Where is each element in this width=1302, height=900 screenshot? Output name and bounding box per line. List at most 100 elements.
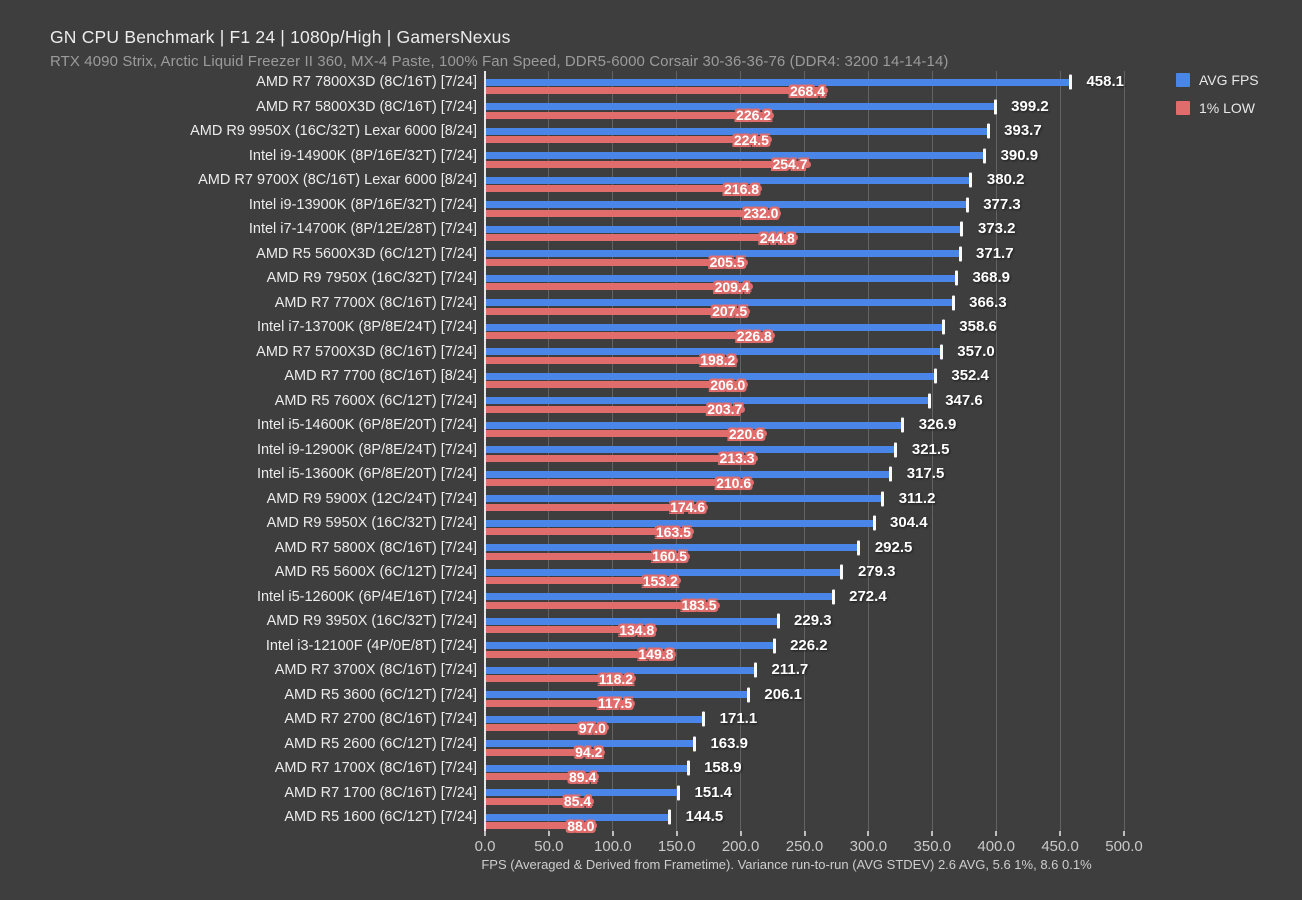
one-percent-low-value: 134.8 xyxy=(619,621,655,638)
bar-row: Intel i7-14700K (8P/12E/28T) [7/24] 373.2… xyxy=(249,218,1124,246)
one-percent-low-bar: 206.0 xyxy=(485,377,749,393)
avg-fps-bar xyxy=(485,246,962,262)
legend-item-avg-fps: AVG FPS xyxy=(1176,72,1259,88)
bar-row: AMD R7 9700X (8C/16T) Lexar 6000 [8/24] 3… xyxy=(198,169,1124,197)
avg-fps-value: 279.3 xyxy=(857,563,896,581)
stdev-whisker xyxy=(702,711,706,727)
stdev-whisker xyxy=(954,270,958,286)
avg-fps-value: 272.4 xyxy=(849,587,887,605)
one-percent-low-value: 254.7 xyxy=(772,156,808,173)
one-percent-low-value: 160.5 xyxy=(652,548,688,565)
cpu-label: AMD R9 3950X (16C/32T) [7/24] xyxy=(266,613,477,630)
cpu-label: AMD R7 7800X3D (8C/16T) [7/24] xyxy=(256,74,477,90)
avg-fps-value: 229.3 xyxy=(794,612,832,630)
stdev-whisker xyxy=(881,491,885,507)
bar-row: AMD R5 5600X3D (6C/12T) [7/24] 371.7 205.5 xyxy=(256,243,1124,271)
avg-fps-value: 158.9 xyxy=(704,759,742,777)
one-percent-low-bar: 89.4 xyxy=(485,769,600,785)
one-percent-low-value: 226.8 xyxy=(736,327,772,344)
gridline xyxy=(1123,71,1125,831)
one-percent-low-bar: 220.6 xyxy=(485,426,767,442)
bar-row: Intel i9-13900K (8P/16E/32T) [7/24] 377.3… xyxy=(249,194,1124,221)
one-percent-low-value: 216.8 xyxy=(724,180,760,197)
one-percent-low-value: 268.4 xyxy=(789,82,825,99)
avg-fps-value: 226.2 xyxy=(790,636,828,654)
stdev-whisker xyxy=(872,515,876,531)
bar-row: Intel i5-12600K (6P/4E/16T) [7/24] 272.4 1… xyxy=(257,586,1124,613)
one-percent-low-value: 198.2 xyxy=(700,352,736,369)
one-percent-low-value: 226.2 xyxy=(736,107,772,124)
one-percent-low-value: 174.6 xyxy=(670,499,706,516)
axis-tick-label: 0.0 xyxy=(474,838,496,855)
one-percent-low-bar: 209.4 xyxy=(485,279,753,295)
stdev-whisker xyxy=(933,368,937,384)
one-percent-low-bar: 210.6 xyxy=(485,475,755,491)
avg-fps-value: 393.7 xyxy=(1004,122,1042,140)
one-percent-low-value: 163.5 xyxy=(655,523,691,540)
avg-fps-bar xyxy=(485,99,997,115)
one-percent-low-bar: 203.7 xyxy=(485,401,746,417)
cpu-label: Intel i5-14600K (6P/8E/20T) [7/24] xyxy=(256,417,477,434)
bar-row: AMD R7 5700X3D (8C/16T) [7/24] 357.0 198.2 xyxy=(256,341,1124,368)
axis-tick-mark xyxy=(739,831,742,836)
one-percent-low-bar: 268.4 xyxy=(485,83,828,99)
stdev-whisker xyxy=(960,221,964,237)
cpu-label: AMD R7 1700 (8C/16T) [7/24] xyxy=(284,784,477,801)
avg-fps-bar xyxy=(485,613,780,629)
avg-fps-bar xyxy=(485,417,905,433)
stdev-whisker xyxy=(746,687,750,703)
avg-fps-bar xyxy=(485,662,758,678)
cpu-label: Intel i9-13900K (8P/16E/32T) [7/24] xyxy=(248,196,477,213)
avg-fps-bar xyxy=(485,393,931,409)
cpu-label: AMD R7 5800X3D (8C/16T) [7/24] xyxy=(256,98,477,115)
avg-fps-value: 304.4 xyxy=(890,514,928,532)
stdev-whisker xyxy=(951,295,955,311)
one-percent-low-value: 224.5 xyxy=(733,131,769,148)
cpu-label: Intel i9-12900K (8P/8E/24T) [7/24] xyxy=(256,441,477,458)
stdev-whisker xyxy=(692,736,696,752)
avg-fps-value: 371.7 xyxy=(976,244,1014,262)
one-percent-low-value: 88.0 xyxy=(567,817,595,834)
axis-tick-label: 450.0 xyxy=(1041,838,1079,855)
one-percent-low-bar: 160.5 xyxy=(485,548,691,564)
avg-fps-value: 144.5 xyxy=(685,808,724,826)
cpu-label: AMD R5 5600X (6C/12T) [7/24] xyxy=(274,564,477,581)
one-percent-low-value: 97.0 xyxy=(578,719,606,736)
y-axis-line xyxy=(484,71,486,831)
one-percent-low-value: 149.8 xyxy=(638,646,674,663)
cpu-label: AMD R5 2600 (6C/12T) [7/24] xyxy=(284,735,477,752)
bar-row: AMD R5 1600 (6C/12T) [7/24] 144.5 88.0 xyxy=(284,806,1124,834)
avg-fps-bar xyxy=(485,221,964,237)
bar-row: Intel i9-14900K (8P/16E/32T) [7/24] 390.9… xyxy=(249,145,1124,173)
stdev-whisker xyxy=(986,123,990,139)
cpu-label: Intel i5-13600K (6P/8E/20T) [7/24] xyxy=(256,466,477,483)
one-percent-low-value: 220.6 xyxy=(728,425,764,442)
axis-tick-mark xyxy=(547,831,550,836)
axis-tick-mark xyxy=(675,831,678,836)
avg-fps-bar xyxy=(485,319,945,335)
bar-row: AMD R9 3950X (16C/32T) [7/24] 229.3 134.8 xyxy=(267,610,1124,638)
stdev-whisker xyxy=(965,197,969,213)
axis-tick-label: 100.0 xyxy=(594,838,632,855)
avg-fps-value: 317.5 xyxy=(906,465,945,483)
avg-fps-bar xyxy=(485,638,776,654)
avg-fps-value: 352.4 xyxy=(951,367,989,385)
stdev-whisker xyxy=(857,540,861,556)
one-percent-low-bar: 198.2 xyxy=(485,352,739,368)
gridline xyxy=(1059,71,1061,831)
bar-row: AMD R7 2700 (8C/16T) [7/24] 171.1 97.0 xyxy=(284,708,1124,736)
bar-row: AMD R5 3600 (6C/12T) [7/24] 206.1 117.5 xyxy=(284,684,1124,711)
gridline xyxy=(995,71,997,831)
cpu-label: Intel i7-13700K (8P/8E/24T) [7/24] xyxy=(256,319,477,336)
axis-tick-label: 350.0 xyxy=(913,838,952,855)
avg-fps-value: 380.2 xyxy=(986,171,1025,189)
legend-label-1pct-low: 1% LOW xyxy=(1199,99,1256,116)
avg-fps-value: 399.2 xyxy=(1011,97,1049,115)
one-percent-low-bar: 244.8 xyxy=(485,230,798,246)
one-percent-low-value: 205.5 xyxy=(709,254,745,271)
stdev-whisker xyxy=(754,662,758,678)
avg-fps-value: 366.3 xyxy=(969,293,1007,311)
avg-fps-value: 311.2 xyxy=(898,489,936,507)
bar-row: AMD R7 5800X3D (8C/16T) [7/24] 399.2 226.2 xyxy=(256,96,1124,124)
bar-row: Intel i9-12900K (8P/8E/24T) [7/24] 321.5 2… xyxy=(257,439,1124,466)
